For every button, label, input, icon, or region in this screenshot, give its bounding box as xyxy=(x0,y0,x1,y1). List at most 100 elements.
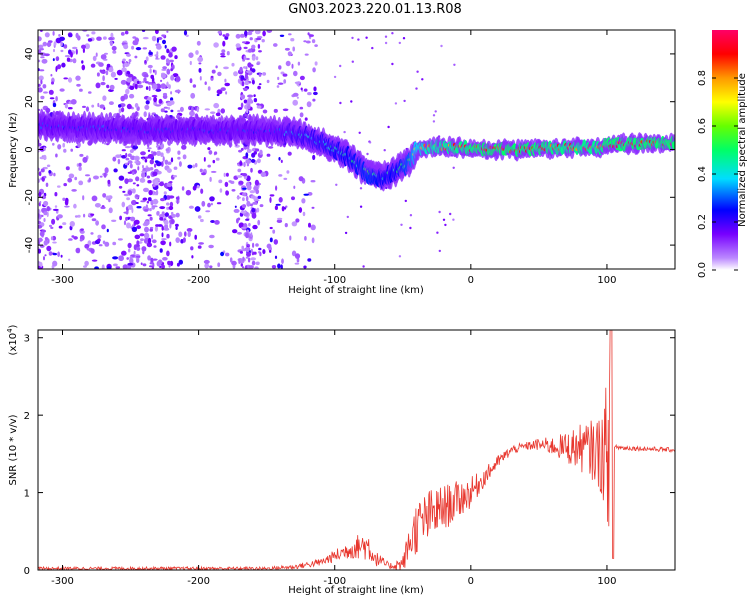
noise-speck xyxy=(60,254,63,258)
noise-speck xyxy=(220,251,225,257)
noise-speck xyxy=(238,259,241,264)
noise-speck xyxy=(159,217,164,221)
noise-speck xyxy=(366,152,369,156)
noise-speck xyxy=(133,244,137,251)
noise-speck xyxy=(52,58,55,62)
noise-speck xyxy=(173,175,177,178)
noise-speck xyxy=(90,63,96,68)
noise-speck xyxy=(292,92,299,97)
noise-speck xyxy=(216,93,220,97)
noise-speck xyxy=(298,176,304,182)
noise-speck xyxy=(179,106,184,112)
noise-speck xyxy=(293,70,298,77)
noise-speck xyxy=(159,248,163,253)
noise-speck xyxy=(192,164,196,169)
noise-speck xyxy=(225,190,230,196)
noise-speck xyxy=(278,197,283,203)
noise-speck xyxy=(168,84,171,89)
noise-speck xyxy=(253,94,256,97)
noise-speck xyxy=(149,216,153,221)
noise-speck xyxy=(65,166,70,171)
noise-speck xyxy=(135,176,140,182)
noise-speck xyxy=(210,111,216,114)
noise-speck xyxy=(197,245,202,249)
noise-speck xyxy=(52,208,59,211)
noise-speck xyxy=(240,94,246,100)
noise-speck xyxy=(298,207,303,213)
noise-speck xyxy=(434,110,437,113)
noise-speck xyxy=(64,55,71,58)
noise-speck xyxy=(142,263,147,267)
noise-speck xyxy=(269,249,272,253)
noise-speck xyxy=(144,238,150,241)
noise-speck xyxy=(143,209,149,212)
noise-speck xyxy=(368,141,372,144)
snr-series-line xyxy=(38,330,675,570)
noise-speck xyxy=(46,41,51,48)
noise-speck xyxy=(43,154,47,161)
noise-speck xyxy=(440,44,443,48)
noise-speck xyxy=(109,40,113,47)
noise-speck xyxy=(126,197,130,201)
noise-speck xyxy=(91,195,98,202)
noise-speck xyxy=(238,180,244,185)
noise-speck xyxy=(70,148,73,152)
noise-speck xyxy=(129,258,134,264)
noise-speck xyxy=(256,62,260,66)
noise-speck xyxy=(257,85,261,90)
noise-speck xyxy=(102,95,107,101)
noise-speck xyxy=(164,110,168,113)
noise-speck xyxy=(266,243,272,249)
noise-speck xyxy=(112,156,117,162)
noise-speck xyxy=(135,195,140,197)
noise-speck xyxy=(174,55,178,60)
noise-speck xyxy=(114,77,118,80)
noise-speck xyxy=(220,87,226,91)
noise-speck xyxy=(208,244,214,249)
noise-speck xyxy=(209,196,215,202)
noise-speck xyxy=(187,164,193,169)
noise-speck xyxy=(38,59,41,63)
noise-speck xyxy=(152,171,158,177)
noise-speck xyxy=(38,178,41,184)
x-tick-label: 0 xyxy=(468,275,474,286)
noise-speck xyxy=(162,66,168,70)
noise-speck xyxy=(147,64,153,69)
noise-speck xyxy=(239,33,245,38)
noise-speck xyxy=(149,159,154,165)
noise-speck xyxy=(118,185,123,189)
noise-speck xyxy=(64,103,68,109)
noise-speck xyxy=(39,156,45,160)
noise-speck xyxy=(90,232,94,235)
x-tick-label: -100 xyxy=(323,275,346,286)
noise-speck xyxy=(207,86,211,91)
noise-speck xyxy=(52,252,57,256)
noise-speck xyxy=(146,175,151,179)
noise-speck xyxy=(189,110,195,117)
noise-speck xyxy=(276,85,280,88)
noise-speck xyxy=(82,105,86,108)
noise-speck xyxy=(149,68,152,74)
noise-speck xyxy=(246,70,252,74)
noise-speck xyxy=(41,178,45,182)
noise-speck xyxy=(276,219,283,223)
noise-speck xyxy=(38,208,41,215)
noise-speck xyxy=(163,219,169,225)
noise-speck xyxy=(177,150,181,155)
noise-speck xyxy=(118,108,122,114)
noise-speck xyxy=(190,92,196,99)
noise-speck xyxy=(46,164,51,168)
noise-speck xyxy=(107,179,111,185)
noise-speck xyxy=(116,69,123,76)
noise-speck xyxy=(113,263,118,267)
noise-speck xyxy=(161,264,165,269)
noise-speck xyxy=(38,248,41,254)
noise-speck xyxy=(281,206,285,212)
noise-speck xyxy=(383,149,386,152)
noise-speck xyxy=(67,177,73,183)
noise-speck xyxy=(351,60,354,63)
noise-speck xyxy=(51,81,54,85)
colorbar-tick-label: 0.6 xyxy=(697,118,708,134)
noise-speck xyxy=(154,163,157,168)
noise-speck xyxy=(242,41,247,44)
